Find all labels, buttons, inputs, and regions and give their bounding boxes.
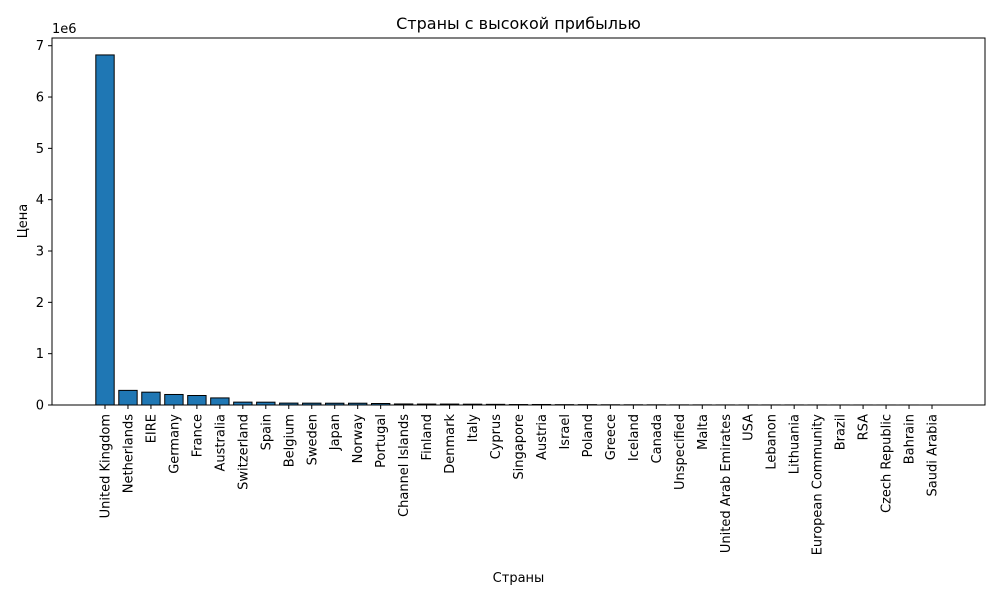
x-tick-label: Switzerland (236, 414, 251, 490)
x-tick-label: EIRE (144, 414, 159, 443)
y-tick-label: 3 (36, 245, 44, 260)
x-tick-label: Finland (420, 414, 435, 460)
y-tick-label: 7 (36, 39, 44, 54)
x-tick-label: Brazil (834, 414, 849, 450)
bar (141, 391, 161, 406)
x-tick-label: Singapore (512, 414, 527, 480)
bar (187, 395, 207, 406)
x-tick-label: Canada (650, 414, 665, 463)
y-tick-label: 2 (36, 296, 44, 311)
y-axis-multiplier: 1e6 (52, 22, 77, 37)
y-tick-label: 1 (36, 347, 44, 362)
y-axis-label: Цена (16, 204, 31, 239)
x-tick-label: European Community (811, 414, 826, 556)
x-tick-label: Greece (604, 414, 619, 460)
x-tick-label: Belgium (282, 414, 297, 467)
y-axis-ticks: 0 1 2 3 4 5 6 7 (36, 39, 52, 414)
y-tick-label: 4 (36, 193, 44, 208)
plot-area-frame (51, 37, 986, 406)
x-tick-label: Sweden (305, 414, 320, 465)
bar (164, 393, 184, 406)
x-tick-label: France (190, 414, 205, 457)
x-tick-label: Poland (581, 414, 596, 457)
x-tick-label: Germany (167, 414, 182, 474)
y-tick-label: 6 (36, 91, 44, 106)
x-axis-label: Страны (493, 571, 545, 586)
y-tick-label: 5 (36, 142, 44, 157)
x-tick-label: Spain (259, 414, 274, 450)
x-tick-label: USA (742, 414, 757, 441)
x-tick-label: Channel Islands (397, 414, 412, 517)
x-tick-label: Cyprus (489, 414, 504, 460)
x-tick-label: Malta (696, 414, 711, 450)
x-tick-label: United Arab Emirates (719, 414, 734, 553)
bar (118, 389, 138, 406)
x-tick-label: Japan (328, 414, 343, 451)
y-tick-label: 0 (36, 399, 44, 414)
chart-title: Страны с высокой прибылью (396, 14, 641, 33)
x-tick-label: Czech Republic (880, 414, 895, 513)
x-tick-label: RSA (857, 414, 872, 441)
x-tick-label: United Kingdom (99, 414, 114, 518)
x-tick-label: Netherlands (121, 414, 136, 493)
x-tick-label: Norway (351, 414, 366, 464)
x-tick-label: Lebanon (765, 414, 780, 470)
x-tick-label: Lithuania (788, 414, 803, 474)
bar (210, 397, 230, 406)
x-tick-label: Unspecified (673, 414, 688, 490)
x-tick-label: Saudi Arabia (926, 414, 941, 497)
x-tick-label: Denmark (443, 414, 458, 474)
x-tick-label: Iceland (627, 414, 642, 461)
x-tick-label: Israel (558, 414, 573, 450)
x-tick-label: Australia (213, 414, 228, 472)
bar (95, 54, 115, 406)
x-tick-label: Bahrain (903, 414, 918, 464)
x-axis-ticks: United Kingdom Netherlands EIRE Germany Fran… (99, 405, 941, 555)
x-tick-label: Portugal (374, 414, 389, 468)
x-tick-label: Austria (535, 414, 550, 460)
x-tick-label: Italy (466, 414, 481, 443)
